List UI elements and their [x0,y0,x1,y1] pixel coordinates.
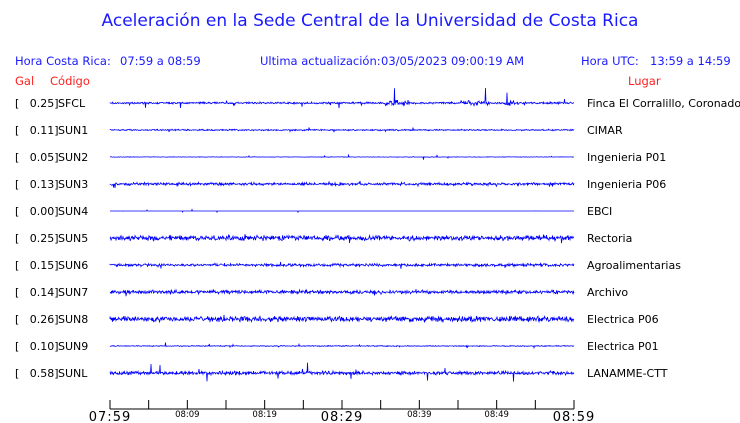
station-gal: [ 0.25] [15,232,59,245]
axis-tick-label: 08:49 [484,410,509,420]
update-value: 03/05/2023 09:00:19 AM [381,54,525,68]
station-place: Finca El Corralillo, Coronado [587,97,740,110]
station-place: Agroalimentarias [587,259,681,272]
trace-sun9 [109,342,575,350]
station-place: EBCI [587,205,613,218]
update-label: Ultima actualización: [260,54,381,68]
station-code: SUN4 [58,205,89,218]
station-place: CIMAR [587,124,623,137]
station-place: Electrica P01 [587,340,659,353]
station-gal: [ 0.10] [15,340,59,353]
local-time-label: Hora Costa Rica: [15,54,111,68]
trace-sun3 [109,180,575,188]
axis-tick-label: 08:29 [321,410,363,423]
station-gal: [ 0.14] [15,286,59,299]
place-column-header: Lugar [628,74,661,88]
trace-sun8 [109,314,575,324]
station-gal: [ 0.26] [15,313,59,326]
utc-time-label: Hora UTC: [581,54,639,68]
trace-sfcl [109,87,574,109]
station-code: SUN1 [58,124,89,137]
axis-tick-label: 08:59 [553,410,595,423]
station-gal: [ 0.15] [15,259,59,272]
trace-sun4 [110,208,574,214]
axis-tick-label: 08:19 [252,410,277,420]
trace-sun7 [109,288,575,297]
station-code: SUN3 [58,178,89,191]
station-gal: [ 0.25] [15,97,59,110]
axis-tick-label: 08:09 [175,410,200,420]
trace-sun2 [109,153,575,160]
utc-time-range: 13:59 a 14:59 [650,54,731,68]
station-place: Electrica P06 [587,313,659,326]
trace-sun5 [109,233,575,244]
station-gal: [ 0.00] [15,205,59,218]
trace-sun1 [109,127,575,133]
station-code: SUN2 [58,151,89,164]
station-place: Ingenieria P06 [587,178,667,191]
station-code: SUN6 [58,259,89,272]
trace-sunl [109,362,575,382]
local-time-range: 07:59 a 08:59 [120,54,201,68]
station-code: SUN9 [58,340,89,353]
axis-tick-label: 07:59 [89,410,131,423]
station-code: SUN7 [58,286,89,299]
station-code: SUN8 [58,313,89,326]
station-place: Rectoria [587,232,633,245]
station-gal: [ 0.05] [15,151,59,164]
station-gal: [ 0.11] [15,124,59,137]
code-column-header: Código [50,74,90,88]
station-code: SUN5 [58,232,89,245]
gal-column-header: Gal [15,74,35,88]
trace-sun6 [109,261,575,269]
station-code: SFCL [58,97,86,110]
page-title: Aceleración en la Sede Central de la Uni… [101,11,639,31]
station-place: Ingenieria P01 [587,151,667,164]
station-code: SUNL [58,367,88,380]
station-gal: [ 0.58] [15,367,59,380]
station-place: LANAMME-CTT [587,367,668,380]
station-gal: [ 0.13] [15,178,59,191]
station-place: Archivo [587,286,629,299]
axis-tick-label: 08:39 [407,410,432,420]
